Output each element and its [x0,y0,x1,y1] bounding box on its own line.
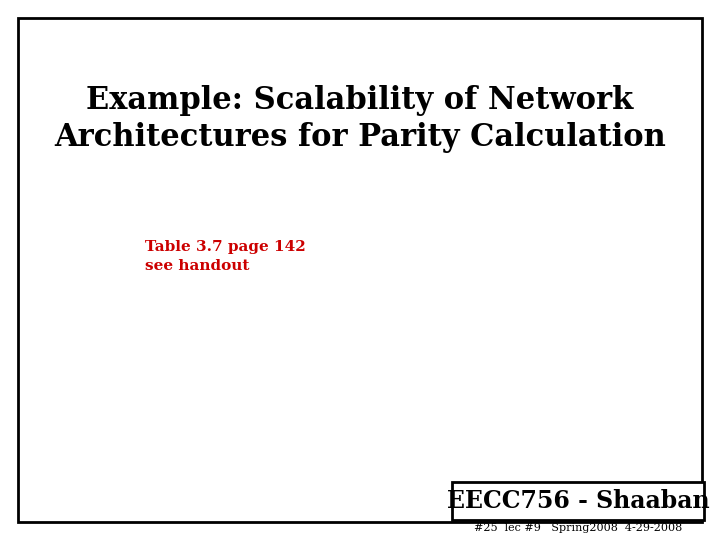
Text: Table 3.7 page 142
see handout: Table 3.7 page 142 see handout [145,240,306,273]
Text: Example: Scalability of Network
Architectures for Parity Calculation: Example: Scalability of Network Architec… [54,85,666,153]
Text: EECC756 - Shaaban: EECC756 - Shaaban [446,489,709,513]
Text: #25  lec #9   Spring2008  4-29-2008: #25 lec #9 Spring2008 4-29-2008 [474,523,682,533]
FancyBboxPatch shape [452,482,704,520]
FancyBboxPatch shape [18,18,702,522]
